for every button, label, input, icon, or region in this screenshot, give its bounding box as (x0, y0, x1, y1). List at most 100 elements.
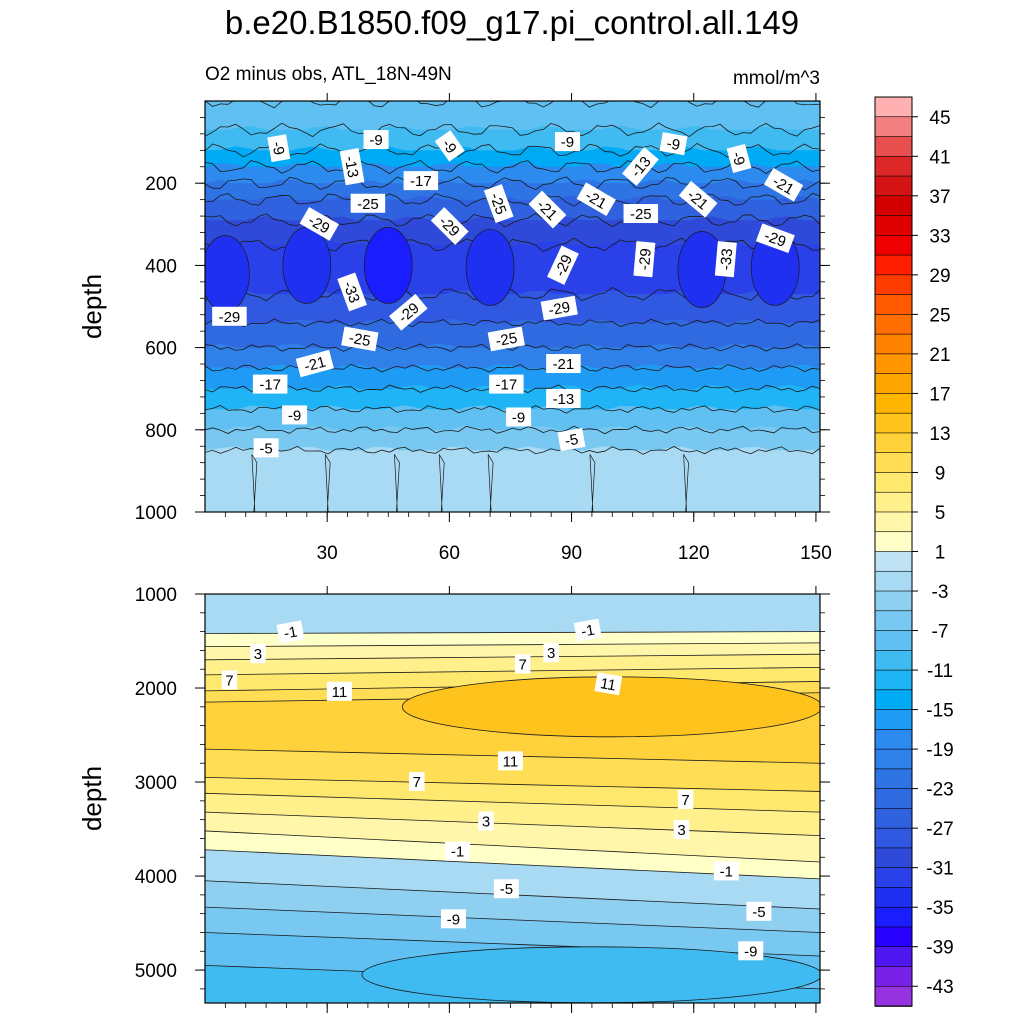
contour-label-bg (276, 620, 305, 644)
contour-label-text: -29 (762, 227, 788, 250)
contour-label-bg (440, 909, 466, 929)
contour-label: -13 (339, 148, 365, 186)
contour-label-text: -9 (728, 150, 748, 167)
colorbar-label: 29 (929, 266, 950, 287)
contour-label: 7 (409, 772, 425, 792)
contour-label-text: -25 (357, 196, 379, 213)
contour-label-bg (546, 388, 581, 408)
contour-label: -9 (554, 132, 580, 152)
contour-label-bg (678, 180, 718, 218)
y-tick-label: 800 (145, 421, 177, 442)
band-edge--7 (205, 425, 820, 451)
figure-title: b.e20.B1850.f09_g17.pi_control.all.149 (224, 4, 800, 41)
contour-line (205, 666, 820, 676)
contour-label-bg (622, 147, 659, 186)
colorbar-swatch (874, 333, 913, 355)
contour-label-bg (253, 438, 279, 458)
colorbar-label: 37 (929, 187, 950, 208)
contour-line (251, 454, 258, 512)
colorbar-swatch (874, 511, 913, 533)
contour-label-text: -1 (720, 863, 733, 880)
contour-label: 3 (478, 811, 494, 831)
contour-label: -29 (755, 223, 795, 254)
contour-line (205, 811, 820, 837)
colorbar-swatch (874, 926, 913, 948)
x-tick-label: 90 (561, 543, 582, 564)
contour-line (205, 653, 820, 661)
units-label: mmol/m^3 (732, 68, 820, 89)
contour-label: 11 (326, 681, 352, 701)
contour-label-bg (557, 428, 586, 452)
contour-label: -1 (573, 618, 602, 642)
colorbar-swatch (874, 353, 913, 375)
panel-upper-field: -9 -9 -9 -9 -9-9-13 -13-17-25 -25 -25-21 -21 -21-… (205, 101, 820, 512)
contour-label-bg (528, 190, 567, 229)
x-tick-label: 60 (439, 543, 460, 564)
contour-line (205, 122, 820, 138)
x-tick-label: 150 (800, 543, 832, 564)
contour-label-bg (295, 349, 334, 378)
contour-line (205, 343, 820, 352)
contour-label-text: -1 (283, 624, 299, 643)
contour-label-bg (633, 241, 656, 278)
colorbar-swatch (874, 195, 913, 217)
colorbar-label: -43 (926, 977, 953, 998)
colorbar-label: 33 (929, 226, 950, 247)
colorbar-swatch (874, 472, 913, 494)
contour-label-bg (326, 681, 352, 701)
contour-label-text: 3 (677, 822, 685, 839)
contour-line (205, 143, 820, 158)
contour-line (205, 425, 820, 435)
contour-label-bg (445, 841, 471, 861)
contour-label-text: -13 (341, 155, 362, 179)
contour-label-bg (363, 130, 389, 150)
colorbar-swatch (874, 748, 913, 770)
contour-label: -9 (506, 407, 532, 427)
contour-label-bg (714, 241, 737, 278)
contour-label-bg (487, 326, 525, 352)
contour-label: -25 (350, 193, 386, 213)
contour-label-bg (506, 407, 532, 427)
colorbar-label: 13 (929, 424, 950, 445)
contour-label-bg (434, 130, 465, 162)
contour-label: -25 (483, 184, 514, 224)
contour-label-text: -9 (447, 911, 460, 928)
colorbar-swatch (874, 393, 913, 414)
colorbar-swatch (874, 452, 913, 474)
contour-label: -9 (659, 132, 688, 156)
contour-label-text: -17 (410, 173, 432, 190)
contour-label-text: 7 (519, 657, 527, 674)
contour-label: 7 (221, 670, 238, 690)
contour-label-text: -13 (553, 391, 575, 408)
colorbar-label: 5 (935, 503, 946, 524)
contour-label-bg (250, 644, 266, 664)
contour-line (205, 159, 820, 175)
contour-label-bg (341, 326, 379, 352)
contour-line (394, 454, 400, 512)
colorbar-swatch (874, 985, 913, 1007)
contour-label-bg (540, 295, 578, 321)
band-7 (205, 777, 820, 813)
band-edge--9 (205, 101, 820, 130)
contour-line (205, 445, 820, 455)
colorbar-swatch (874, 254, 913, 276)
contour-label: -9 (434, 130, 465, 162)
contour-label: -1 (445, 841, 471, 861)
contour-label-bg (409, 772, 425, 792)
colorbar-swatch (874, 590, 913, 612)
contour-label: 3 (673, 819, 690, 839)
contour-label-bg (389, 293, 428, 331)
core-blob (363, 227, 413, 304)
colorbar-swatch (874, 136, 913, 158)
contour-line (205, 318, 820, 328)
contour-label-bg (478, 811, 494, 831)
panel-lower-field: -1 -1 3 3 7 7 11 11 11 7 7 3 3 -1 -1 -5 -5 -9 -9 (205, 594, 820, 1003)
contour-label: -1 (713, 861, 739, 881)
y-tick-label: 1000 (135, 585, 177, 606)
contour-label-text: -9 (744, 943, 757, 960)
colorbar-swatch (874, 314, 913, 335)
colorbar-label: -35 (926, 898, 953, 919)
colorbar-label: 9 (935, 463, 946, 484)
colorbar-label: 41 (929, 147, 950, 168)
